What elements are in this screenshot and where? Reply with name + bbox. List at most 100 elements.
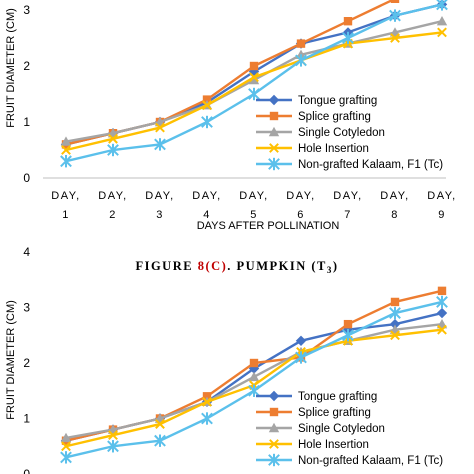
bot-series-0-point-8 (436, 307, 448, 319)
bot-series-1-point-7 (390, 297, 400, 307)
top-x-tick-1-line-2: 2 (109, 209, 117, 221)
bot-legend-swatch-marker-3-stroke-b (269, 439, 279, 449)
top-legend-swatch-marker-2 (268, 126, 280, 137)
top-series-3-point-1 (108, 133, 118, 144)
top-x-tick-4-line-1: DAY, (239, 190, 268, 202)
top-series-3-point-7-stroke-b (390, 33, 400, 43)
top-y-tick-2: 2 (23, 59, 30, 73)
top-x-tick-5-line-1: DAY, (286, 190, 315, 202)
bot-series-1-point-4 (249, 358, 259, 368)
top-legend-label-2: Single Cotyledon (298, 127, 385, 139)
top-legend-label-4: Non-grafted Kalaam, F1 (Tc) (298, 159, 443, 171)
bot-legend-item-4: Non-grafted Kalaam, F1 (Tc) (256, 453, 443, 467)
title-part-5: ) (333, 259, 339, 273)
bottom-y-axis-label: FRUIT DIAMETER (CM) (5, 300, 17, 420)
bot-legend-label-4: Non-grafted Kalaam, F1 (Tc) (298, 455, 443, 467)
top-y-tick-1: 1 (23, 115, 30, 129)
bot-series-2-point-0 (60, 432, 72, 443)
top-series-3-point-3 (202, 100, 212, 111)
top-legend-item-2: Single Cotyledon (256, 126, 385, 139)
top-x-tick-0-line-1: DAY, (51, 190, 80, 202)
top-y-axis-label: FRUIT DIAMETER (CM) (5, 8, 17, 128)
bot-y-tick-0: 0 (23, 467, 30, 474)
top-series-4-point-6 (342, 31, 354, 45)
bot-series-3-point-0-stroke-b (61, 441, 71, 452)
top-x-tick-2-line-1: DAY, (145, 190, 174, 202)
top-y-ticks: 0 1 2 3 (23, 3, 30, 185)
top-x-tick-7-line-2: 8 (391, 209, 399, 221)
bot-series-4-point-1 (107, 440, 119, 453)
top-series-3-point-7 (390, 33, 400, 43)
bot-series-3-point-7-stroke-b (390, 330, 400, 341)
bot-series-3-point-3 (202, 396, 212, 407)
top-series-3-point-2-stroke-b (155, 122, 165, 133)
top-x-tick-1-line-1: DAY, (98, 190, 127, 202)
bot-y-tick-4: 4 (23, 245, 30, 259)
bot-series-1-point-3 (202, 392, 212, 401)
bot-series-3-point-2-stroke-b (155, 419, 165, 429)
bot-series-3-point-7 (390, 330, 400, 341)
top-x-tick-3-line-2: 4 (203, 209, 211, 221)
top-series-4-point-0 (60, 155, 72, 168)
top-chart: FRUIT DIAMETER (CM) 0 1 2 3 DAY, 1 DAY, 2 DAY, 3… (5, 0, 455, 232)
bot-y-tick-3: 3 (23, 301, 30, 315)
top-series-1-point-3 (202, 95, 212, 104)
bot-series-2-point-4 (248, 371, 260, 382)
top-series-4-point-1 (107, 143, 119, 157)
bot-legend-label-2: Single Cotyledon (298, 423, 385, 435)
top-series-3-point-0 (61, 145, 71, 155)
top-legend-label-1: Splice grafting (298, 111, 371, 123)
bot-series-3-point-3-stroke-b (202, 396, 212, 407)
top-x-tick-6-line-2: 7 (344, 209, 352, 221)
title-part-1: FIGURE (135, 259, 197, 273)
top-series-3-point-0-stroke-b (61, 145, 71, 155)
top-x-tick-2-line-2: 3 (156, 209, 164, 221)
top-series-3-point-4 (249, 72, 259, 83)
title-part-4: 3 (327, 265, 333, 275)
bottom-chart: FRUIT DIAMETER (CM) FIGURE 8(C). PUMPKIN… (5, 245, 448, 474)
bot-series-4-point-6 (342, 329, 354, 342)
bot-y-tick-1: 1 (23, 412, 30, 426)
bot-legend-swatch-marker-0 (268, 390, 280, 402)
top-series-3-point-8-stroke-b (437, 27, 447, 38)
top-legend: Tongue grafting Splice grafting Single Cot… (256, 94, 443, 171)
title-part-3: . PUMPKIN (T (227, 259, 327, 273)
top-y-tick-0: 0 (23, 171, 30, 185)
top-series-3-point-3-stroke-b (202, 100, 212, 111)
bot-series-4-point-0 (60, 451, 72, 464)
top-x-axis-label: DAYS AFTER POLLINATION (197, 220, 340, 232)
bot-series-3-point-0 (61, 441, 71, 452)
bot-legend-swatch-marker-2 (268, 422, 280, 433)
top-legend-label-0: Tongue grafting (298, 95, 377, 107)
bot-series-4-point-7 (389, 306, 401, 320)
top-x-tick-8-line-2: 9 (438, 209, 446, 221)
top-series-3-point-4-stroke-b (249, 72, 259, 83)
top-series-1-point-4 (249, 61, 259, 71)
top-x-tick-5-line-2: 6 (297, 209, 305, 221)
bot-series-3-point-2 (155, 419, 165, 429)
top-legend-swatch-marker-3 (269, 143, 279, 153)
top-series-3-point-2 (155, 122, 165, 133)
bot-series-4-point-5 (295, 351, 307, 364)
bottom-series-group (60, 286, 448, 464)
bot-series-0-point-5 (295, 335, 307, 346)
bot-series-3-point-1-stroke-b (108, 430, 118, 441)
title-part-2: 8(C) (198, 259, 228, 273)
top-x-ticks: DAY, 1 DAY, 2 DAY, 3 DAY, 4 DAY, 5 DAY, 6 DAY, 7 DAY, 8… (51, 190, 455, 221)
top-x-tick-7-line-1: DAY, (380, 190, 409, 202)
top-legend-item-3: Hole Insertion (256, 143, 369, 155)
bot-legend-swatch-marker-1 (269, 407, 279, 417)
bot-legend-item-1: Splice grafting (256, 407, 371, 419)
top-x-tick-4-line-2: 5 (250, 209, 258, 221)
bot-plot (60, 286, 448, 464)
top-series-1-point-7 (390, 0, 400, 3)
top-series-group (60, 0, 448, 168)
bottom-y-ticks: 0 1 2 3 4 (23, 245, 30, 474)
top-series-1-point-5 (296, 39, 306, 48)
top-legend-label-3: Hole Insertion (298, 143, 369, 155)
bottom-legend: Tongue grafting Splice grafting Single Cot… (256, 390, 443, 467)
bot-legend-label-3: Hole Insertion (298, 439, 369, 451)
bot-legend-item-3: Hole Insertion (256, 439, 369, 451)
top-series-4-point-5 (295, 54, 307, 67)
